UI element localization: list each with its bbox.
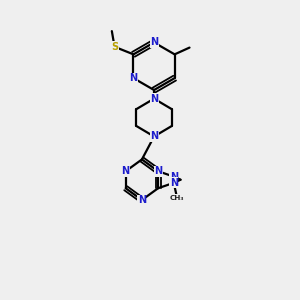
Text: S: S <box>111 42 118 52</box>
Text: N: N <box>154 166 162 176</box>
Text: N: N <box>138 195 146 205</box>
Text: N: N <box>122 166 130 176</box>
Text: N: N <box>170 172 178 182</box>
Text: N: N <box>150 38 158 47</box>
Text: N: N <box>129 73 137 83</box>
Text: N: N <box>150 94 158 104</box>
Text: N: N <box>170 178 178 188</box>
Text: N: N <box>150 131 158 142</box>
Text: CH₃: CH₃ <box>170 195 184 201</box>
